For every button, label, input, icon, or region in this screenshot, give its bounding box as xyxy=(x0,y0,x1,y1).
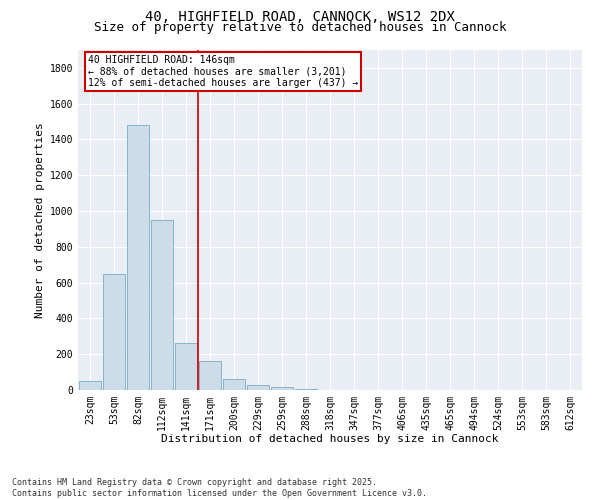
Bar xyxy=(151,220,173,390)
Bar xyxy=(271,388,293,390)
Text: Contains HM Land Registry data © Crown copyright and database right 2025.
Contai: Contains HM Land Registry data © Crown c… xyxy=(12,478,427,498)
Text: 40 HIGHFIELD ROAD: 146sqm
← 88% of detached houses are smaller (3,201)
12% of se: 40 HIGHFIELD ROAD: 146sqm ← 88% of detac… xyxy=(88,55,358,88)
Y-axis label: Number of detached properties: Number of detached properties xyxy=(35,122,46,318)
Bar xyxy=(127,125,149,390)
Bar xyxy=(199,362,221,390)
Bar xyxy=(295,389,317,390)
Bar xyxy=(79,381,101,390)
Bar xyxy=(223,380,245,390)
Text: Size of property relative to detached houses in Cannock: Size of property relative to detached ho… xyxy=(94,21,506,34)
Bar xyxy=(103,274,125,390)
Text: 40, HIGHFIELD ROAD, CANNOCK, WS12 2DX: 40, HIGHFIELD ROAD, CANNOCK, WS12 2DX xyxy=(145,10,455,24)
X-axis label: Distribution of detached houses by size in Cannock: Distribution of detached houses by size … xyxy=(161,434,499,444)
Bar xyxy=(175,342,197,390)
Bar xyxy=(247,384,269,390)
